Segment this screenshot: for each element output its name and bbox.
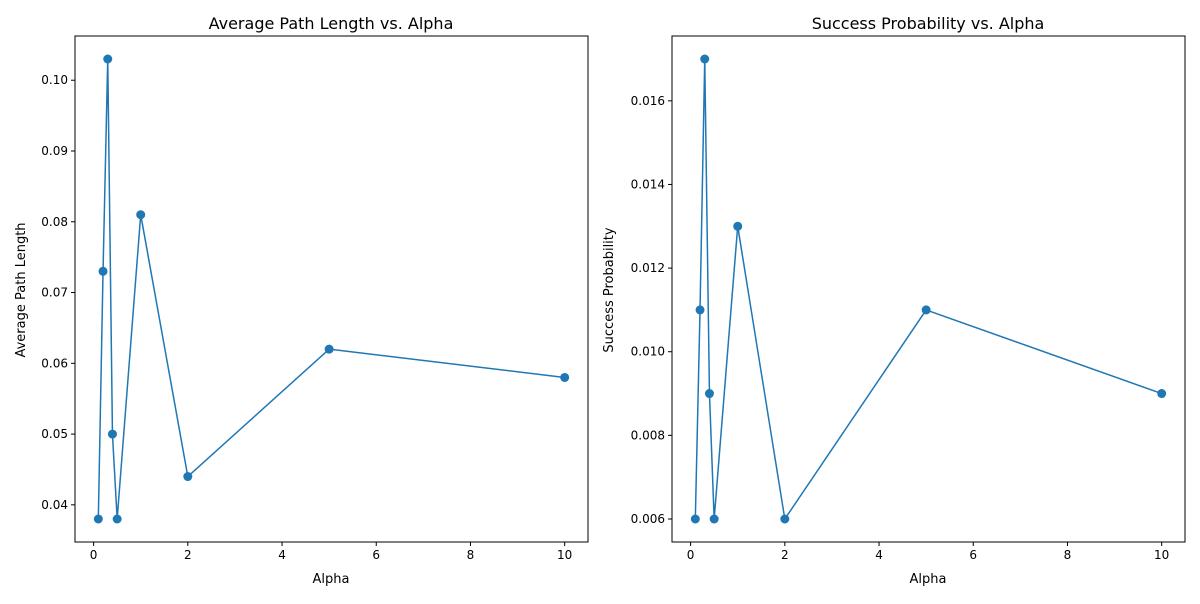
- left-chart-x-tick-label: 8: [467, 548, 475, 562]
- right-chart-ylabel: Success Probability: [602, 227, 617, 352]
- right-chart-data-point: [695, 305, 705, 315]
- right-chart-y-tick-label: 0.016: [631, 94, 665, 108]
- left-chart-y-tick-label: 0.05: [41, 427, 68, 441]
- left-chart-data-point: [324, 344, 334, 354]
- left-chart-data-point: [98, 266, 108, 276]
- left-chart-x-tick-label: 6: [372, 548, 380, 562]
- left-chart-title: Average Path Length vs. Alpha: [209, 14, 454, 33]
- left-chart-ylabel: Average Path Length: [14, 222, 29, 357]
- left-chart-xlabel: Alpha: [313, 572, 350, 587]
- left-chart-plot-area: 0 2 4 6 8 10 0.04 0.05 0.06 0.07 0.08 0.09 0.10: [41, 35, 589, 562]
- right-chart-x-tick-label: 0: [687, 548, 695, 562]
- left-chart-x-tick-label: 0: [90, 548, 98, 562]
- right-chart-x-tick-label: 4: [875, 548, 883, 562]
- left-chart-y-tick-label: 0.10: [41, 73, 68, 87]
- right-chart-data-point: [780, 514, 790, 524]
- left-chart-panel: Average Path Length vs. Alpha Alpha Aver…: [14, 14, 589, 587]
- left-chart-x-tick-label: 10: [557, 548, 572, 562]
- right-chart-panel: Success Probability vs. Alpha Alpha Succ…: [602, 14, 1186, 587]
- left-chart-data-point: [560, 372, 570, 382]
- left-chart-x-tick-label: 2: [184, 548, 192, 562]
- right-chart-y-tick-label: 0.006: [631, 512, 665, 526]
- right-chart-data-point: [733, 221, 743, 231]
- left-chart-x-tick-label: 4: [278, 548, 286, 562]
- left-chart-data-point: [103, 54, 113, 64]
- right-chart-y-tick-label: 0.014: [631, 177, 665, 191]
- left-chart-y-tick-label: 0.07: [41, 286, 68, 300]
- right-chart-data-point: [1157, 389, 1167, 399]
- right-chart-y-tick-label: 0.010: [631, 345, 665, 359]
- left-chart-axes-frame: [74, 35, 589, 543]
- right-chart-data-point: [921, 305, 931, 315]
- left-chart-data-point: [183, 472, 193, 482]
- right-chart-x-tick-label: 6: [969, 548, 977, 562]
- left-chart-y-tick-label: 0.04: [41, 498, 68, 512]
- right-chart-data-point: [704, 389, 714, 399]
- left-chart-y-tick-label: 0.08: [41, 215, 68, 229]
- right-chart-xlabel: Alpha: [910, 572, 947, 587]
- left-chart-y-tick-label: 0.09: [41, 144, 68, 158]
- left-chart-y-tick-label: 0.06: [41, 356, 68, 370]
- right-chart-data-point: [690, 514, 700, 524]
- right-chart-y-tick-label: 0.008: [631, 428, 665, 442]
- right-chart-axes-frame: [671, 35, 1186, 543]
- right-chart-y-tick-label: 0.012: [631, 261, 665, 275]
- right-chart-data-point: [700, 54, 710, 64]
- right-chart-plot-area: 0 2 4 6 8 10 0.006 0.008 0.010 0.012 0.014 0.016: [631, 35, 1186, 562]
- right-chart-x-tick-label: 8: [1064, 548, 1072, 562]
- left-chart-data-point: [136, 210, 146, 220]
- left-chart-data-point: [93, 514, 103, 524]
- left-chart-data-point: [107, 429, 117, 439]
- right-chart-title: Success Probability vs. Alpha: [812, 14, 1045, 33]
- right-chart-data-point: [709, 514, 719, 524]
- left-chart-data-point: [112, 514, 122, 524]
- right-chart-x-tick-label: 10: [1154, 548, 1169, 562]
- right-chart-x-tick-label: 2: [781, 548, 789, 562]
